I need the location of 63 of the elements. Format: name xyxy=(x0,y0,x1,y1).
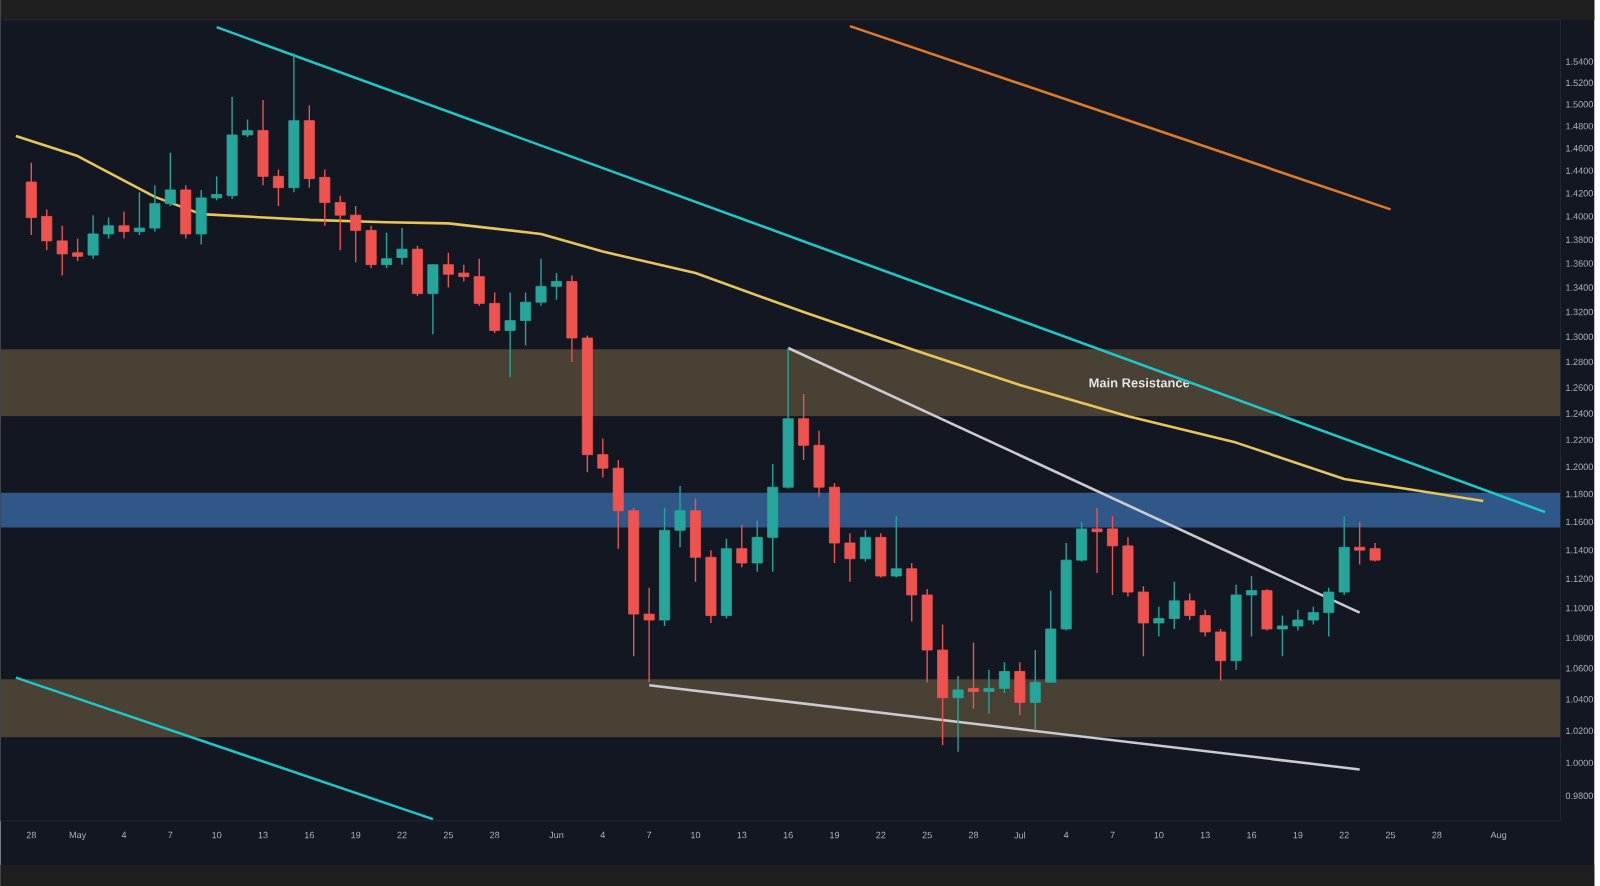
candlestick xyxy=(1261,588,1273,631)
candlestick xyxy=(489,291,501,334)
candlestick xyxy=(211,175,223,201)
candlestick xyxy=(535,257,547,307)
candlestick xyxy=(890,515,902,578)
candlestick xyxy=(1246,575,1258,637)
candlestick xyxy=(396,227,408,266)
candlestick xyxy=(133,191,145,236)
candlestick xyxy=(1091,506,1103,574)
candlestick xyxy=(118,210,130,240)
candlestick xyxy=(798,393,810,461)
candlestick xyxy=(550,272,562,301)
candlestick xyxy=(1168,580,1180,630)
candlestick xyxy=(736,523,748,568)
candlestick xyxy=(674,484,686,548)
candlestick xyxy=(813,429,825,498)
candlestick xyxy=(272,168,284,207)
candlestick xyxy=(937,623,949,746)
candlestick xyxy=(520,291,532,346)
candlestick xyxy=(87,214,99,260)
candlestick xyxy=(365,224,377,269)
candlestick xyxy=(442,251,454,288)
candlestick xyxy=(906,562,918,622)
candlestick xyxy=(643,586,655,683)
candlestick xyxy=(1029,649,1041,730)
candlestick xyxy=(1137,585,1149,657)
candlestick xyxy=(1122,536,1134,597)
candlestick xyxy=(103,216,115,240)
candlestick xyxy=(998,661,1010,694)
candlestick xyxy=(844,532,856,583)
candlestick xyxy=(257,99,269,186)
candlestick xyxy=(859,529,871,562)
candlestick xyxy=(72,237,84,262)
candlestick xyxy=(1107,515,1118,596)
candlestick xyxy=(1215,627,1227,682)
candlestick xyxy=(164,151,176,207)
candlestick xyxy=(1354,520,1366,565)
candlestick xyxy=(1076,520,1088,562)
candlestick xyxy=(149,184,161,233)
candlestick xyxy=(350,205,362,263)
candlestick xyxy=(411,244,423,297)
candlestick xyxy=(1153,605,1165,637)
candlestick xyxy=(1199,608,1211,637)
candlestick xyxy=(504,291,516,378)
candlestick xyxy=(381,231,393,269)
candlestick xyxy=(967,641,979,710)
candlestick xyxy=(689,497,701,583)
candlestick xyxy=(952,675,964,753)
candlestick xyxy=(875,532,887,578)
candlestick xyxy=(195,188,207,245)
candlestick xyxy=(180,184,192,240)
candlestick xyxy=(751,519,763,573)
candlestick xyxy=(1276,614,1288,657)
candlestick xyxy=(25,161,37,236)
candlestick xyxy=(983,668,995,714)
candlestick xyxy=(1014,661,1026,716)
candlestick xyxy=(427,263,439,335)
line-series xyxy=(14,134,1485,502)
candlestick xyxy=(1323,586,1335,637)
candlestick xyxy=(1292,608,1304,631)
candlestick xyxy=(1369,542,1381,562)
candlestick xyxy=(1338,515,1350,596)
candlestick xyxy=(1184,592,1196,621)
